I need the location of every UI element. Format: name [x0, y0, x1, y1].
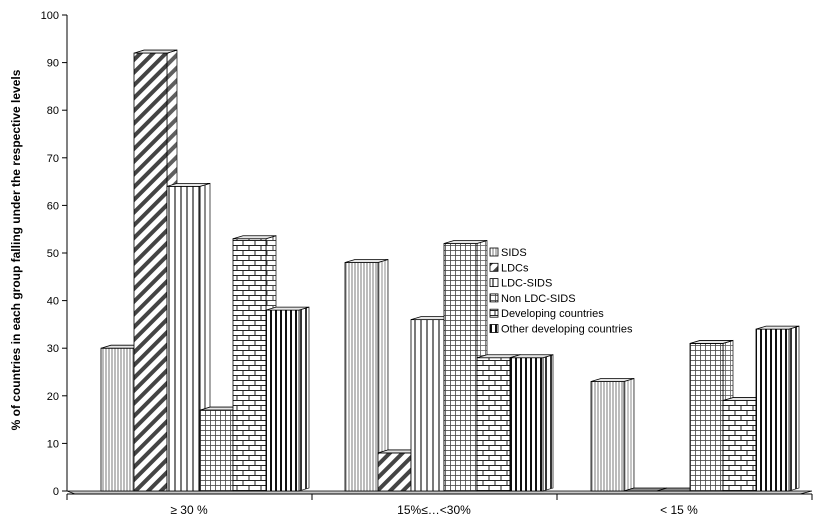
legend: SIDS LDCs LDC-SIDS Non LDC-SIDS Developing c…: [489, 247, 633, 336]
bar-front: [133, 52, 168, 492]
bar-front: [377, 452, 412, 492]
y-tick-label: 90: [47, 58, 59, 70]
legend-swatch: [489, 262, 499, 272]
bar-top: [689, 340, 734, 344]
bar-top: [133, 49, 178, 54]
bar-top: [232, 235, 277, 240]
bar-front: [100, 347, 135, 492]
x-category-label: < 15 %: [660, 503, 698, 517]
bar-front: [410, 319, 445, 492]
chart-axes: 0 10 20 30 40 50 60 70 80 90 100: [41, 10, 813, 500]
legend-swatch: [489, 324, 499, 333]
bar-front: [199, 409, 234, 492]
bar-front: [232, 238, 267, 492]
y-tick-label: 60: [47, 200, 59, 212]
bar-front: [166, 185, 201, 492]
bars-group: [100, 49, 800, 492]
bar-top: [755, 325, 800, 330]
legend-label: LDCs: [501, 262, 529, 274]
bar-front: [590, 381, 625, 492]
legend-label: Developing countries: [501, 308, 604, 320]
legend-swatch: [489, 278, 499, 288]
bar-top: [344, 259, 389, 263]
y-tick-label: 0: [53, 486, 59, 498]
bar-front: [689, 343, 724, 492]
y-tick-label: 40: [47, 296, 59, 308]
bar-front: [443, 243, 478, 492]
y-tick-label: 100: [41, 10, 59, 22]
y-tick-label: 80: [47, 105, 59, 117]
y-tick-label: 20: [47, 391, 59, 403]
bar-front: [344, 262, 379, 492]
bar: [265, 306, 310, 492]
bar: [509, 354, 554, 492]
y-tick-label: 10: [47, 438, 59, 450]
bar-front: [755, 328, 790, 492]
bar-top: [166, 182, 211, 187]
bar: [590, 377, 635, 492]
legend-swatch: [489, 247, 499, 257]
y-tick-label: 70: [47, 153, 59, 165]
legend-label: LDC-SIDS: [501, 278, 552, 290]
y-tick-label: 50: [47, 248, 59, 260]
bar-front: [476, 357, 511, 492]
bar-top: [265, 306, 310, 311]
bar: [344, 258, 389, 492]
legend-swatch: [489, 293, 499, 303]
bar-top: [509, 354, 554, 359]
bar: [755, 325, 800, 492]
legend-label: Other developing countries: [501, 324, 633, 336]
bar-side: [542, 354, 554, 492]
y-axis-title: % of countries in each group falling und…: [9, 69, 23, 430]
bar-side: [623, 377, 635, 492]
category-labels: ≥ 30 % 15%≤…<30% < 15 %: [170, 503, 698, 517]
legend-label: Non LDC-SIDS: [501, 293, 576, 305]
bar-side: [788, 325, 800, 492]
legend-swatch: [489, 308, 499, 318]
bar-front: [722, 400, 757, 492]
bar-front: [509, 357, 544, 492]
x-category-label: ≥ 30 %: [170, 503, 208, 517]
bar-side: [298, 306, 310, 492]
bar-top: [443, 240, 488, 244]
x-category-label: 15%≤…<30%: [397, 503, 471, 517]
legend-label: SIDS: [501, 247, 527, 259]
bar-top: [590, 378, 635, 382]
bar-front: [265, 309, 300, 492]
y-tick-label: 30: [47, 343, 59, 355]
